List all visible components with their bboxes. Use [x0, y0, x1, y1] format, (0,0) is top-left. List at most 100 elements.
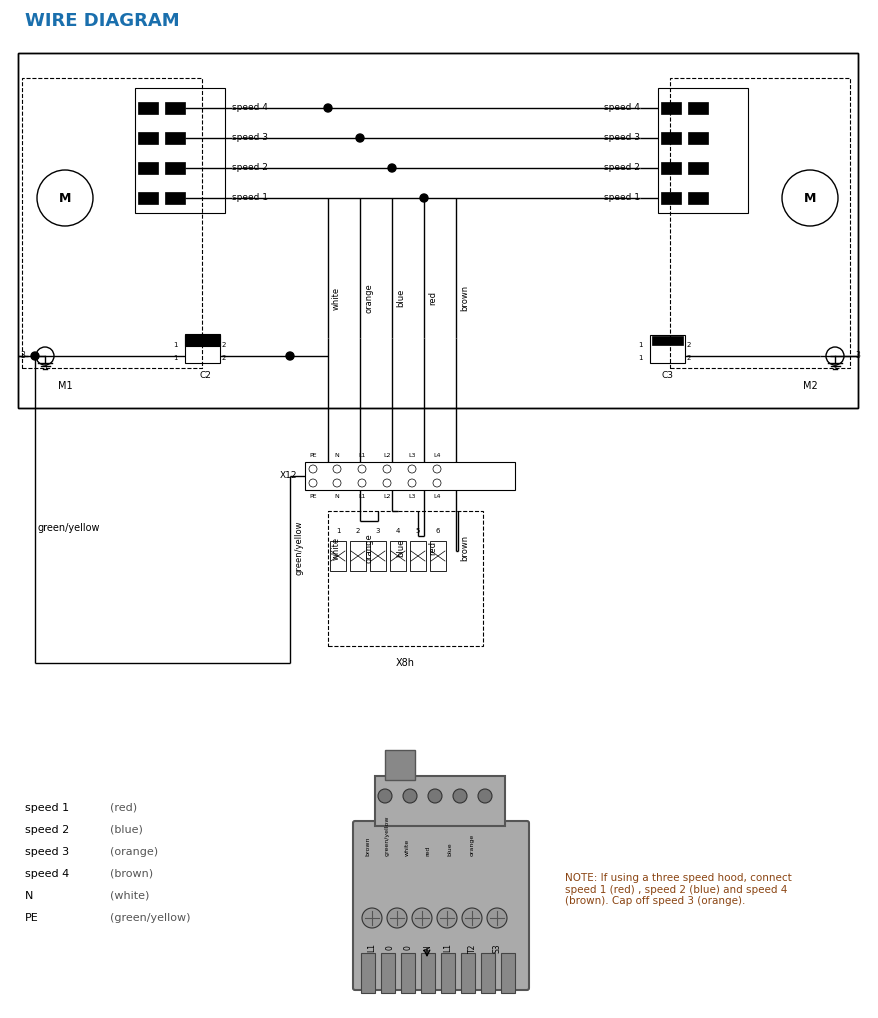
Text: orange: orange	[363, 533, 372, 563]
Text: L4: L4	[433, 453, 440, 458]
Text: 1: 1	[335, 528, 340, 534]
Bar	[165, 192, 184, 204]
Bar	[349, 541, 365, 571]
Circle shape	[412, 908, 431, 928]
Text: 2: 2	[687, 342, 691, 348]
Circle shape	[31, 352, 39, 360]
Text: X8h: X8h	[396, 658, 414, 668]
Text: 3: 3	[854, 351, 859, 360]
Text: (white): (white)	[110, 891, 149, 901]
Bar	[429, 541, 445, 571]
Bar	[409, 541, 426, 571]
Text: C3: C3	[660, 372, 673, 381]
Circle shape	[324, 104, 332, 112]
Bar	[660, 192, 680, 204]
Circle shape	[333, 479, 341, 487]
Text: WIRE DIAGRAM: WIRE DIAGRAM	[25, 12, 179, 30]
Text: L2: L2	[383, 494, 391, 499]
Text: 0: 0	[385, 946, 394, 951]
Bar	[138, 132, 158, 144]
Circle shape	[462, 908, 481, 928]
Text: PE: PE	[309, 453, 316, 458]
Bar	[660, 102, 680, 114]
Bar	[375, 776, 505, 826]
Text: N: N	[335, 453, 339, 458]
Circle shape	[386, 908, 407, 928]
Bar	[138, 162, 158, 174]
Bar	[361, 953, 375, 993]
Bar	[687, 102, 707, 114]
Text: green/yellow: green/yellow	[293, 521, 303, 575]
Circle shape	[357, 465, 365, 473]
Text: speed 3: speed 3	[25, 847, 69, 857]
Text: N: N	[423, 945, 432, 951]
Text: 5: 5	[415, 528, 420, 534]
Bar	[658, 88, 747, 213]
Bar	[687, 162, 707, 174]
Circle shape	[402, 789, 416, 803]
Circle shape	[825, 347, 843, 365]
Circle shape	[383, 465, 391, 473]
Bar	[165, 102, 184, 114]
Text: T2: T2	[467, 944, 476, 953]
Circle shape	[420, 194, 428, 202]
Text: brown: brown	[459, 534, 469, 561]
Text: 2: 2	[687, 355, 691, 361]
Circle shape	[333, 465, 341, 473]
Bar	[400, 953, 414, 993]
Text: 2: 2	[222, 342, 227, 348]
FancyBboxPatch shape	[353, 821, 529, 989]
Bar	[651, 336, 682, 345]
Text: green/yellow: green/yellow	[384, 815, 389, 856]
Circle shape	[309, 479, 317, 487]
Circle shape	[407, 465, 415, 473]
Text: speed 1: speed 1	[603, 193, 639, 203]
Text: 1: 1	[173, 355, 178, 361]
Text: red: red	[425, 846, 430, 856]
Text: L1: L1	[358, 453, 365, 458]
Text: M: M	[59, 191, 71, 205]
Text: speed 1: speed 1	[232, 193, 268, 203]
Bar	[165, 132, 184, 144]
Text: white: white	[404, 839, 409, 856]
Text: N: N	[25, 891, 33, 901]
Text: green/yellow: green/yellow	[38, 523, 100, 533]
Bar	[138, 102, 158, 114]
Circle shape	[356, 134, 363, 142]
Text: orange: orange	[363, 283, 372, 313]
Text: PE: PE	[25, 913, 39, 923]
Circle shape	[309, 465, 317, 473]
Text: (blue): (blue)	[110, 825, 143, 835]
Bar	[184, 335, 220, 363]
Circle shape	[407, 479, 415, 487]
Bar	[460, 953, 474, 993]
Text: 1: 1	[637, 355, 643, 361]
Text: speed 2: speed 2	[603, 164, 639, 172]
Bar	[390, 541, 406, 571]
Bar	[305, 462, 515, 490]
Bar	[187, 336, 218, 345]
Circle shape	[428, 789, 442, 803]
Circle shape	[781, 170, 837, 226]
Text: brown: brown	[459, 285, 469, 312]
Text: 3: 3	[20, 351, 25, 360]
Bar	[370, 541, 385, 571]
Bar	[327, 511, 482, 646]
Text: (orange): (orange)	[110, 847, 158, 857]
Text: blue: blue	[396, 539, 405, 557]
Text: red: red	[428, 541, 436, 555]
Bar	[22, 78, 202, 367]
Text: blue: blue	[447, 842, 452, 856]
Bar	[380, 953, 394, 993]
Bar	[421, 953, 435, 993]
Bar	[184, 334, 220, 346]
Text: L1: L1	[367, 944, 376, 953]
Text: 6: 6	[435, 528, 440, 534]
Text: red: red	[428, 291, 436, 305]
Circle shape	[285, 352, 293, 360]
Text: C2: C2	[198, 372, 211, 381]
Circle shape	[36, 347, 54, 365]
Text: M1: M1	[58, 381, 72, 391]
Text: speed 3: speed 3	[232, 133, 268, 143]
Text: speed 1: speed 1	[25, 803, 69, 813]
